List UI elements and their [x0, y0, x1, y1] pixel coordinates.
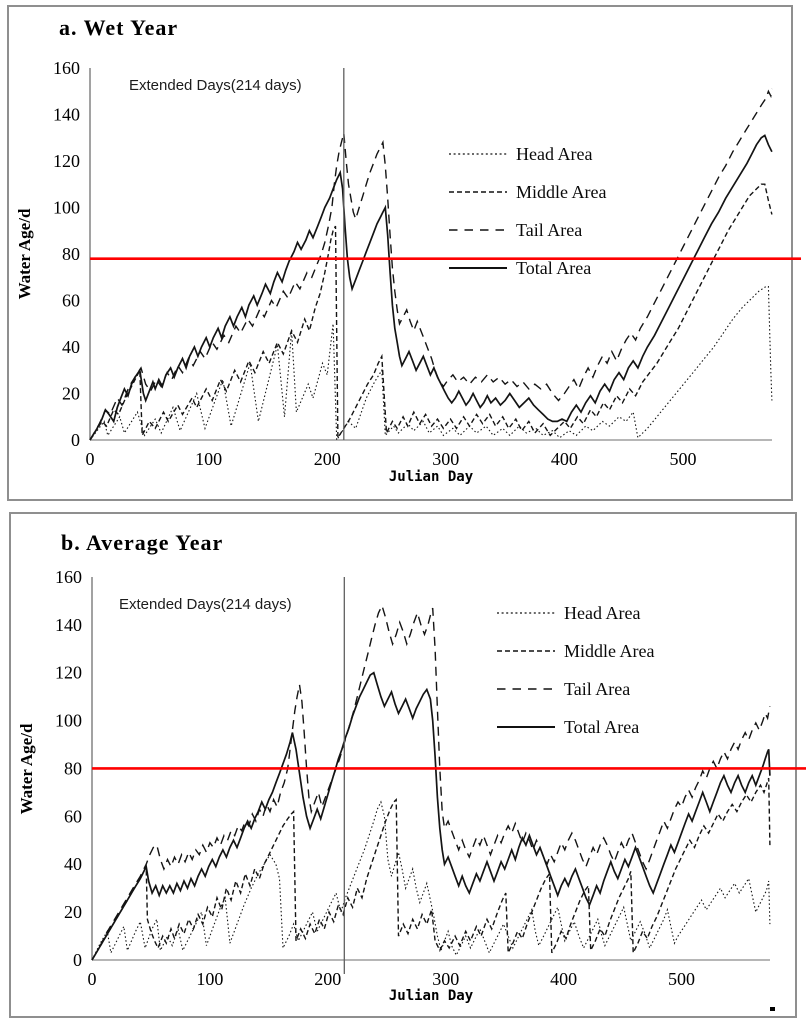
y-tick-label: 140: [55, 615, 82, 635]
y-tick-label: 120: [55, 663, 82, 683]
y-tick-label: 40: [62, 337, 80, 357]
series-line-total-area: [89, 134, 773, 441]
extended-days-annotation-b: Extended Days(214 days): [119, 596, 292, 613]
y-tick-label: 100: [55, 711, 82, 731]
legend-item-middle-area: Middle Area: [449, 173, 606, 211]
y-tick-label: 20: [62, 384, 80, 404]
chart-title-a: a. Wet Year: [59, 15, 179, 40]
plot-canvas-wet-year: 0 20 40 60 80 100 120 140 160 0 100 200 300 400 500: [53, 58, 801, 469]
series-line-total-area: [91, 671, 771, 961]
dense-dash-line-sample-icon: [449, 191, 507, 193]
dotted-line-sample-icon: [449, 153, 507, 155]
legend-label: Total Area: [564, 716, 640, 737]
y-tick-label: 80: [62, 244, 80, 264]
y-tick-label: 20: [64, 902, 82, 922]
x-tick-label: 200: [314, 449, 341, 469]
series-line-head-area: [91, 800, 771, 961]
dense-dash-line-sample-icon: [497, 650, 555, 652]
y-tick-label: 120: [53, 151, 80, 171]
legend-label: Head Area: [516, 143, 593, 164]
x-axis-label-a: Julian Day: [388, 469, 474, 485]
dotted-line-sample-icon: [497, 612, 555, 614]
corner-artifact-dot: [770, 1007, 775, 1011]
legend-b: Head Area Middle Area Tail Area Total Ar…: [497, 594, 654, 746]
y-tick-label: 80: [64, 758, 82, 778]
long-dash-line-sample-icon: [497, 688, 555, 690]
chart-title-b: b. Average Year: [61, 530, 224, 555]
legend-a: Head Area Middle Area Tail Area Total Ar…: [449, 135, 606, 287]
x-tick-label: 200: [314, 969, 341, 989]
y-axis-label-a: Water Age/d: [15, 208, 34, 300]
legend-item-middle-area: Middle Area: [497, 632, 654, 670]
legend-label: Middle Area: [564, 640, 655, 661]
y-tick-label: 40: [64, 854, 82, 874]
series-line-middle-area: [91, 777, 771, 961]
plot-canvas-average-year: 0 20 40 60 80 100 120 140 160 0 100 200 300 400 500: [55, 567, 806, 989]
legend-label: Middle Area: [516, 181, 607, 202]
x-axis-label-b: Julian Day: [388, 988, 474, 1004]
solid-line-sample-icon: [449, 267, 507, 269]
y-axis-label-b: Water Age/d: [17, 723, 36, 815]
legend-item-head-area: Head Area: [497, 594, 654, 632]
y-tick-label: 60: [62, 291, 80, 311]
y-tick-label: 0: [73, 950, 82, 970]
legend-item-total-area: Total Area: [497, 708, 654, 746]
legend-item-tail-area: Tail Area: [449, 211, 606, 249]
series-line-head-area: [89, 285, 773, 442]
long-dash-line-sample-icon: [449, 229, 507, 231]
x-tick-label: 0: [88, 969, 97, 989]
legend-item-total-area: Total Area: [449, 249, 606, 287]
x-tick-label: 500: [668, 969, 695, 989]
legend-item-head-area: Head Area: [449, 135, 606, 173]
x-tick-label: 500: [670, 449, 697, 469]
y-tick-label: 60: [64, 806, 82, 826]
y-tick-label: 160: [55, 567, 82, 587]
x-tick-label: 300: [432, 449, 459, 469]
x-tick-label: 0: [86, 449, 95, 469]
x-tick-label: 300: [432, 969, 459, 989]
legend-label: Head Area: [564, 602, 641, 623]
x-tick-label: 400: [550, 969, 577, 989]
solid-line-sample-icon: [497, 726, 555, 728]
y-tick-label: 140: [53, 105, 80, 125]
panel-wet-year: 0 20 40 60 80 100 120 140 160 0 100 200 300 400 500 a.…: [7, 5, 801, 501]
legend-item-tail-area: Tail Area: [497, 670, 654, 708]
series-line-middle-area: [89, 183, 773, 441]
legend-label: Total Area: [516, 257, 592, 278]
y-tick-label: 100: [53, 198, 80, 218]
series-line-tail-area: [91, 603, 771, 961]
legend-label: Tail Area: [564, 678, 631, 699]
y-tick-label: 0: [71, 430, 80, 450]
x-tick-label: 100: [195, 449, 222, 469]
y-tick-label: 160: [53, 58, 80, 78]
x-tick-label: 100: [196, 969, 223, 989]
panel-average-year: 0 20 40 60 80 100 120 140 160 0 100 200 300 400 500 b.…: [9, 512, 806, 1018]
extended-days-annotation-a: Extended Days(214 days): [129, 77, 302, 94]
series-line-tail-area: [89, 88, 773, 441]
x-tick-label: 400: [551, 449, 578, 469]
legend-label: Tail Area: [516, 219, 583, 240]
